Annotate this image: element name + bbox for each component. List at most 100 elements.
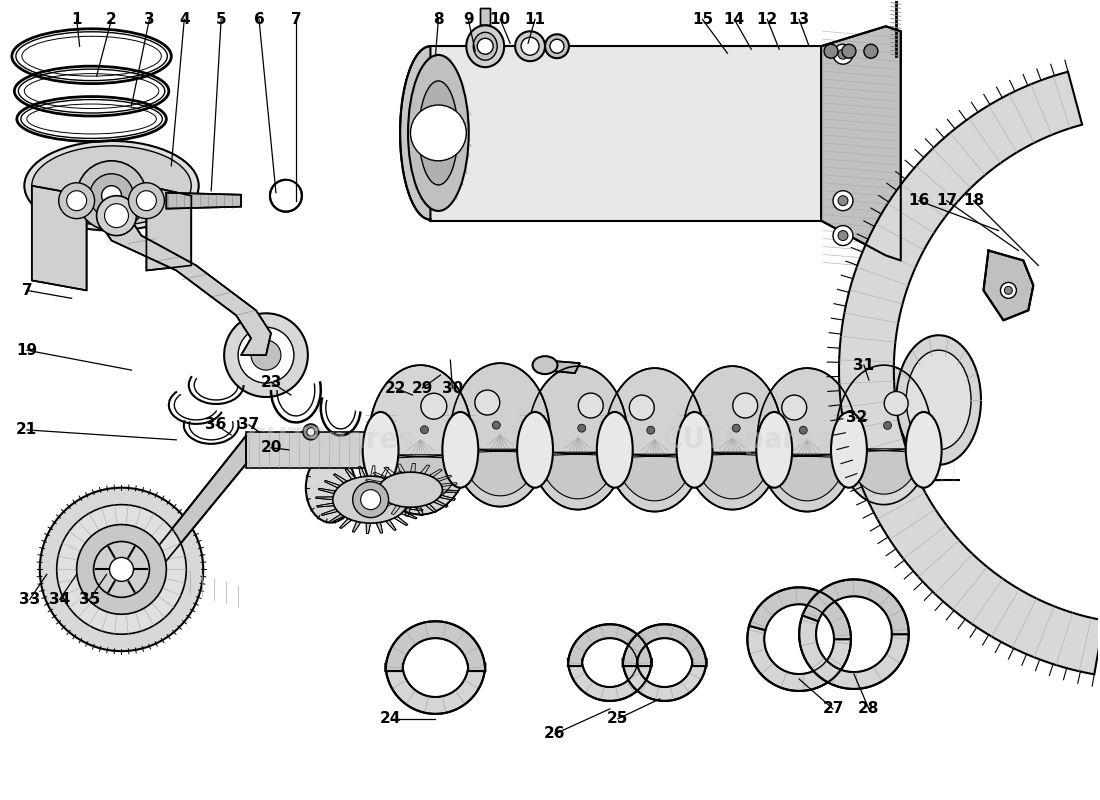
Circle shape [578,424,585,432]
Ellipse shape [676,412,713,488]
Bar [246,432,365,468]
Polygon shape [442,490,459,492]
Text: 15: 15 [692,12,713,27]
Polygon shape [433,500,448,507]
Polygon shape [538,452,618,498]
Ellipse shape [363,412,398,488]
Circle shape [361,490,381,510]
Polygon shape [821,26,901,261]
Circle shape [302,424,319,440]
Polygon shape [416,506,424,515]
Text: CUTSpares: CUTSpares [246,426,416,454]
Bar [430,46,829,221]
Polygon shape [32,186,87,290]
Text: 7: 7 [22,283,32,298]
Circle shape [838,196,848,206]
Ellipse shape [830,412,867,488]
Ellipse shape [473,32,497,60]
Text: CUTSpares: CUTSpares [662,426,832,454]
Polygon shape [397,477,412,485]
Text: 5: 5 [216,12,227,27]
Polygon shape [363,487,378,490]
Circle shape [544,34,569,58]
Ellipse shape [333,476,408,523]
Polygon shape [481,8,491,26]
Text: 13: 13 [789,12,810,27]
Text: 20: 20 [261,440,282,455]
Polygon shape [450,363,550,506]
Polygon shape [376,522,383,533]
Circle shape [58,182,95,218]
Ellipse shape [24,141,199,230]
Ellipse shape [905,412,942,488]
Circle shape [733,393,758,418]
Circle shape [838,230,848,241]
Text: 37: 37 [239,418,260,433]
Polygon shape [845,449,923,494]
Circle shape [420,426,429,434]
Text: 23: 23 [261,374,282,390]
Circle shape [782,395,806,420]
Text: 1: 1 [72,12,81,27]
Ellipse shape [757,412,792,488]
Ellipse shape [597,412,632,488]
Ellipse shape [896,335,981,465]
Text: 12: 12 [757,12,778,27]
Polygon shape [767,454,848,501]
Polygon shape [318,488,336,494]
Polygon shape [321,509,338,515]
Ellipse shape [306,453,355,522]
Polygon shape [605,368,704,511]
Polygon shape [364,493,381,497]
Polygon shape [839,72,1100,674]
Circle shape [884,391,909,415]
Polygon shape [316,497,333,500]
Polygon shape [397,464,405,473]
Polygon shape [166,193,241,209]
Circle shape [77,525,166,614]
Polygon shape [373,472,387,479]
Circle shape [57,505,186,634]
Circle shape [493,421,500,429]
Polygon shape [406,507,410,516]
Text: 6: 6 [254,12,264,27]
Polygon shape [40,488,204,651]
Circle shape [104,204,129,228]
Circle shape [475,390,499,415]
Ellipse shape [419,81,458,185]
Circle shape [307,428,315,436]
Polygon shape [378,455,462,503]
Text: 29: 29 [411,381,433,395]
Circle shape [833,190,853,210]
Circle shape [110,558,133,582]
Polygon shape [429,469,442,477]
Circle shape [89,174,133,218]
Text: 32: 32 [846,410,868,426]
Text: 10: 10 [490,12,510,27]
Polygon shape [359,466,365,477]
Text: 27: 27 [823,702,844,717]
Polygon shape [683,366,782,510]
Text: 7: 7 [290,12,301,27]
Polygon shape [553,361,580,373]
Text: 22: 22 [385,381,406,395]
Circle shape [477,38,493,54]
Circle shape [129,182,164,218]
Circle shape [833,226,853,246]
Circle shape [97,196,136,235]
Polygon shape [333,474,348,483]
Ellipse shape [517,412,553,488]
Polygon shape [394,516,408,526]
Polygon shape [146,186,191,270]
Text: 30: 30 [442,381,463,395]
Polygon shape [836,365,932,505]
Text: 21: 21 [16,422,37,438]
Polygon shape [460,450,540,496]
Circle shape [101,186,121,206]
Polygon shape [439,495,455,500]
Ellipse shape [32,146,191,226]
Ellipse shape [532,356,558,374]
Polygon shape [404,484,420,490]
Polygon shape [370,498,385,504]
Polygon shape [345,469,355,479]
